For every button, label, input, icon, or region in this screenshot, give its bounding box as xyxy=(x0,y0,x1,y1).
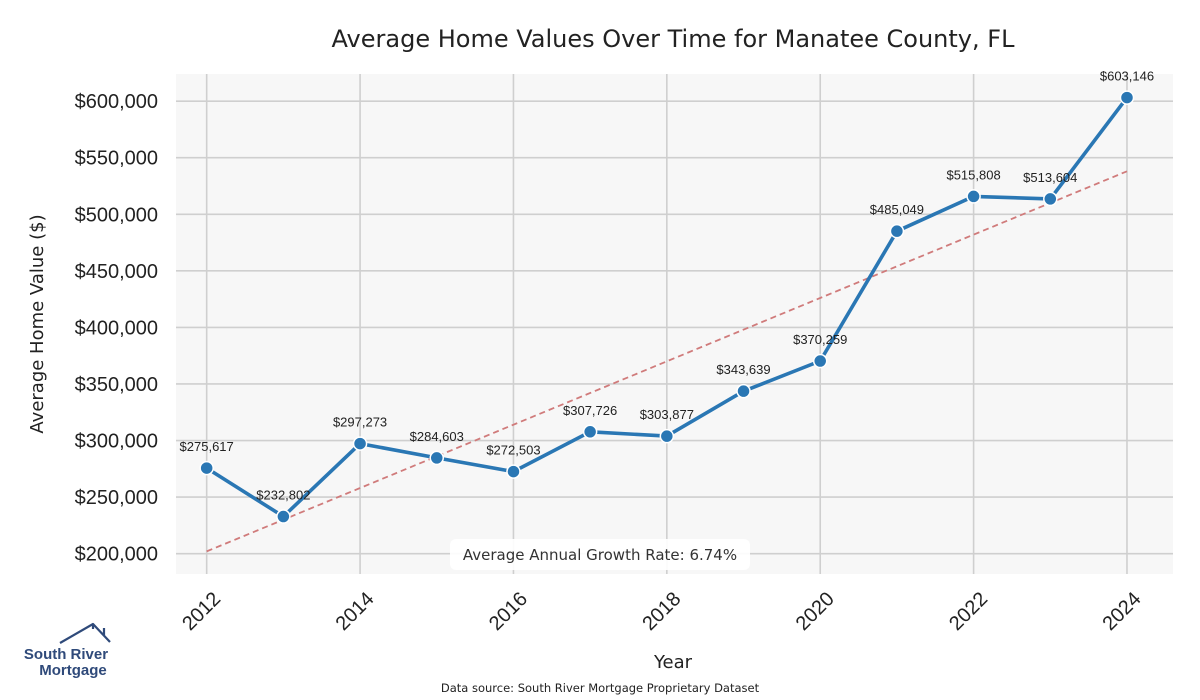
data-label: $232,802 xyxy=(256,488,310,503)
data-source-note: Data source: South River Mortgage Propri… xyxy=(441,681,760,695)
data-point xyxy=(1043,191,1058,207)
data-point xyxy=(659,428,675,444)
data-point xyxy=(506,464,521,479)
y-axis-label: Average Home Value ($) xyxy=(27,214,48,433)
data-point xyxy=(429,450,445,466)
y-tick-label: $300,000 xyxy=(75,431,158,453)
data-point xyxy=(889,223,905,239)
y-tick-label: $450,000 xyxy=(75,261,158,283)
growth-rate-annotation: Average Annual Growth Rate: 6.74% xyxy=(450,539,750,570)
chart-title: Average Home Values Over Time for Manate… xyxy=(332,25,1016,53)
house-roof-icon xyxy=(59,622,111,644)
data-point xyxy=(582,424,598,440)
data-label: $303,877 xyxy=(640,407,694,422)
data-point xyxy=(812,353,828,369)
data-point xyxy=(966,189,981,204)
x-tick-label: 2012 xyxy=(178,588,225,635)
data-label: $513,604 xyxy=(1023,170,1077,185)
logo-line-1: South River xyxy=(24,646,108,663)
data-label: $343,639 xyxy=(716,362,770,377)
y-tick-label: $550,000 xyxy=(75,148,158,170)
x-axis-label: Year xyxy=(653,652,693,673)
data-label: $307,726 xyxy=(563,403,617,418)
y-tick-label: $350,000 xyxy=(75,374,158,396)
data-label: $284,603 xyxy=(410,429,464,444)
company-logo: South River Mortgage xyxy=(24,622,111,679)
data-label: $275,617 xyxy=(180,439,234,454)
trendline-group xyxy=(206,170,1128,553)
data-label: $515,808 xyxy=(946,167,1000,182)
y-gridlines xyxy=(176,100,1173,555)
data-labels: $275,617 $232,802 $297,273 $284,603 $272,503… xyxy=(180,69,1155,503)
data-point xyxy=(1119,90,1135,105)
y-tick-label: $200,000 xyxy=(75,544,158,566)
data-points xyxy=(199,90,1135,524)
y-tick-label: $600,000 xyxy=(75,91,158,113)
data-point xyxy=(736,383,751,399)
x-tick-label: 2020 xyxy=(792,588,839,635)
x-tick-label: 2016 xyxy=(485,588,532,635)
data-point xyxy=(276,509,291,524)
data-point xyxy=(352,436,368,451)
y-tick-label: $500,000 xyxy=(75,204,158,226)
annotation-text: Average Annual Growth Rate: 6.74% xyxy=(463,546,737,564)
data-label: $370,259 xyxy=(793,332,847,347)
x-gridlines xyxy=(205,74,1128,574)
annotation-box xyxy=(450,539,750,570)
x-tick-label: 2018 xyxy=(638,588,685,635)
data-point xyxy=(199,460,214,476)
x-tick-labels: 2012 2014 2016 2018 2020 2022 2024 xyxy=(178,588,1145,635)
y-tick-labels: $200,000 $250,000 $300,000 $350,000 $400,000… xyxy=(75,91,158,565)
y-tick-label: $400,000 xyxy=(75,317,158,339)
x-tick-label: 2024 xyxy=(1098,588,1145,635)
data-label: $272,503 xyxy=(486,443,540,458)
x-tick-label: 2022 xyxy=(945,588,992,635)
trendline xyxy=(206,170,1128,553)
data-label: $485,049 xyxy=(870,202,924,217)
logo-line-2: Mortgage xyxy=(39,662,107,679)
y-tick-label: $250,000 xyxy=(75,487,158,509)
data-label: $603,146 xyxy=(1100,69,1154,84)
data-label: $297,273 xyxy=(333,415,387,430)
plot-area xyxy=(176,74,1173,574)
x-tick-label: 2014 xyxy=(332,588,379,635)
